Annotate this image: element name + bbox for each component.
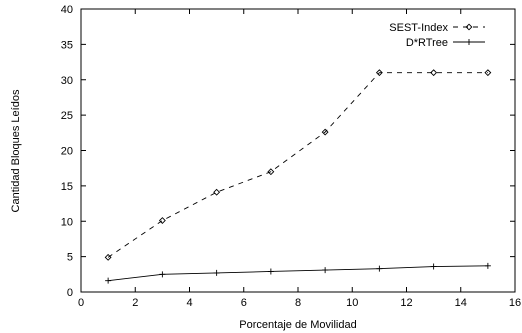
y-tick-label: 15 [61, 181, 73, 193]
x-tick-label: 0 [78, 297, 84, 309]
y-tick-label: 25 [61, 110, 73, 122]
y-tick-label: 10 [61, 216, 73, 228]
data-point-plus [484, 262, 491, 269]
y-tick-label: 0 [67, 287, 73, 299]
data-point-plus [105, 277, 112, 284]
legend-label: D*RTree [406, 37, 448, 49]
data-point-diamond [321, 128, 329, 136]
data-point-plus [466, 39, 472, 45]
y-axis-title: Cantidad Bloques Leídos [10, 89, 22, 212]
y-tick-label: 30 [61, 75, 73, 87]
data-point-diamond [484, 69, 492, 77]
legend-label: SEST-Index [389, 22, 448, 34]
x-tick-label: 2 [132, 297, 138, 309]
series-1 [105, 262, 491, 284]
data-point-diamond [430, 69, 438, 77]
legend: SEST-Index D*RTree [389, 22, 485, 49]
data-point-plus [430, 263, 437, 270]
x-tick-label: 16 [509, 297, 521, 309]
x-axis-title: Porcentaje de Movilidad [239, 319, 356, 331]
x-tick-label: 10 [346, 297, 358, 309]
data-point-diamond [465, 23, 473, 31]
data-point-plus [322, 267, 329, 274]
series-0 [104, 69, 492, 261]
data-point-plus [376, 265, 383, 272]
y-tick-label: 5 [67, 252, 73, 264]
x-tick-label: 14 [455, 297, 467, 309]
x-tick-label: 12 [400, 297, 412, 309]
data-point-plus [267, 268, 274, 275]
data-point-plus [159, 271, 166, 278]
series-line [108, 265, 488, 282]
data-point-diamond [213, 188, 221, 196]
y-tick-label: 35 [61, 39, 73, 51]
plot-frame [80, 8, 516, 293]
x-tick-label: 4 [186, 297, 192, 309]
y-tick-label: 20 [61, 146, 73, 158]
data-point-diamond [375, 69, 383, 77]
x-tick-label: 6 [241, 297, 247, 309]
data-point-diamond [267, 168, 275, 176]
data-point-diamond [104, 253, 112, 261]
data-point-plus [213, 269, 220, 276]
series-line [107, 72, 488, 258]
data-point-diamond [158, 217, 166, 224]
y-tick-label: 40 [61, 4, 73, 16]
axis-ticks: 0 2 4 6 8 10 12 14 16 0 5 10 15 20 25 30 35 40 [61, 4, 521, 309]
series-layer [104, 69, 492, 284]
x-tick-label: 8 [295, 297, 301, 309]
